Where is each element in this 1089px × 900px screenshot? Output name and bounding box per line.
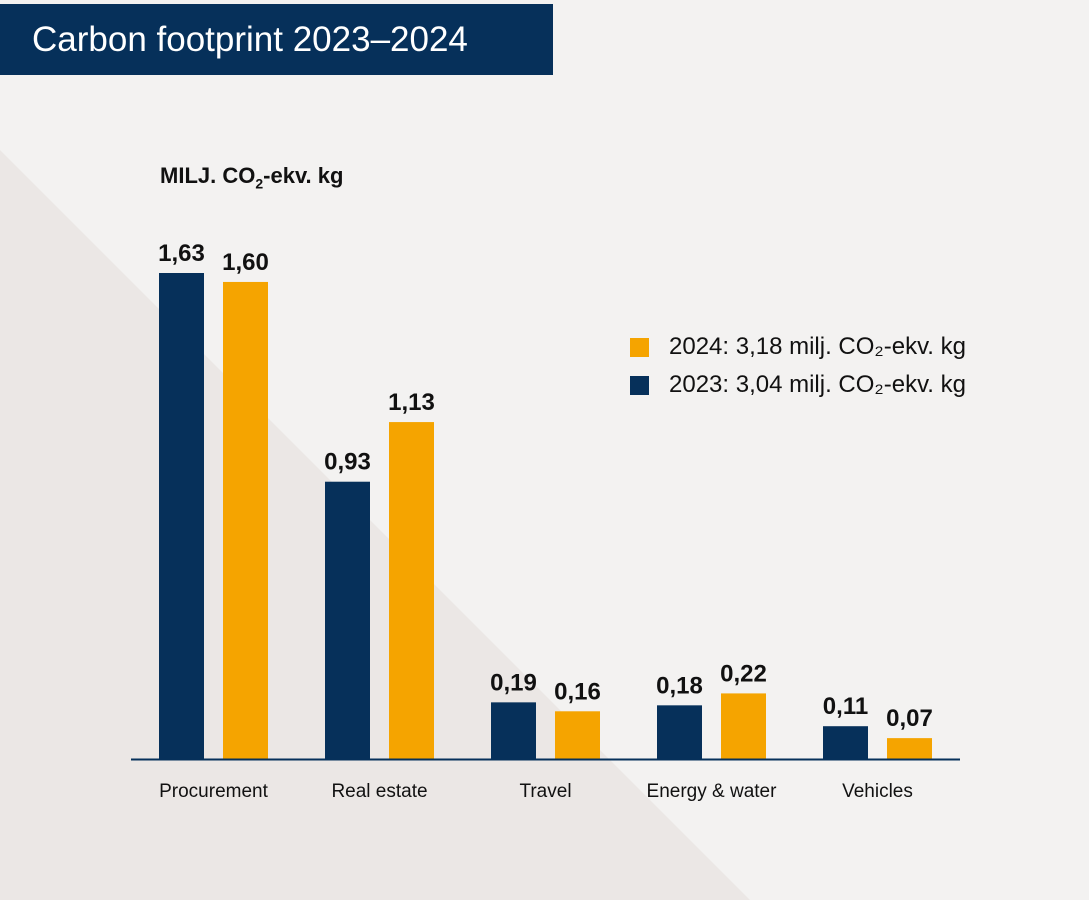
category-label-vehicles: Vehicles (842, 781, 913, 802)
legend-item-2023: 2023: 3,04 milj. CO₂-ekv. kg (630, 366, 966, 404)
bar-vehicles-2023 (823, 726, 868, 759)
value-label-real-estate-2023: 0,93 (324, 449, 371, 476)
category-label-energy-water: Energy & water (647, 781, 778, 802)
bar-travel-2024 (555, 711, 600, 759)
category-label-real-estate: Real estate (331, 781, 427, 802)
legend-item-2024: 2024: 3,18 milj. CO₂-ekv. kg (630, 328, 966, 366)
legend-label-2024: 2024: 3,18 milj. CO₂-ekv. kg (669, 333, 966, 360)
chart-title: Carbon footprint 2023–2024 (0, 4, 553, 75)
legend-swatch-2023 (630, 375, 649, 395)
value-label-real-estate-2024: 1,13 (388, 389, 435, 416)
legend-label-2023: 2023: 3,04 milj. CO₂-ekv. kg (669, 371, 966, 398)
category-label-travel: Travel (519, 781, 571, 802)
legend: 2024: 3,18 milj. CO₂-ekv. kg 2023: 3,04 … (630, 328, 966, 404)
y-unit-subscript: 2 (255, 175, 264, 192)
value-label-travel-2023: 0,19 (490, 669, 537, 696)
y-unit-text-part: MILJ. CO (160, 163, 256, 188)
bar-real-estate-2024 (389, 422, 434, 759)
bar-procurement-2024 (223, 281, 268, 759)
bar-travel-2023 (491, 702, 536, 759)
bar-energy-water-2024 (721, 693, 766, 759)
value-label-travel-2024: 0,16 (554, 678, 601, 705)
legend-swatch-2024 (630, 337, 649, 357)
bar-procurement-2023 (159, 273, 204, 759)
value-label-procurement-2023: 1,63 (158, 240, 205, 267)
value-label-vehicles-2023: 0,11 (823, 693, 868, 720)
y-axis-unit-label: MILJ. CO2-ekv. kg (160, 163, 343, 191)
value-label-energy-water-2023: 0,18 (656, 672, 703, 699)
value-label-vehicles-2024: 0,07 (886, 705, 933, 732)
bar-vehicles-2024 (887, 738, 932, 759)
bar-real-estate-2023 (325, 481, 370, 759)
y-unit-text-suffix: -ekv. kg (263, 163, 344, 188)
value-label-energy-water-2024: 0,22 (720, 660, 767, 687)
category-label-procurement: Procurement (159, 781, 268, 802)
value-label-procurement-2024: 1,60 (222, 249, 269, 276)
bar-energy-water-2023 (657, 705, 702, 759)
